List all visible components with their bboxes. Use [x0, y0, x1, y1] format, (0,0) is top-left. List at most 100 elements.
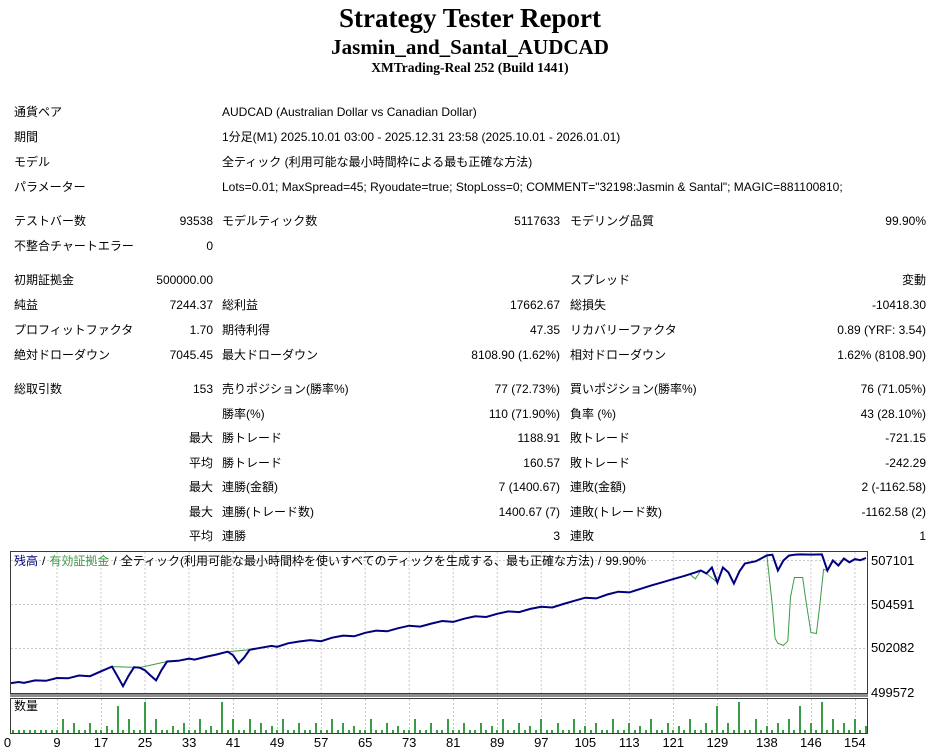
stat-label: 総損失	[570, 298, 607, 312]
x-axis-label: 9	[53, 735, 61, 750]
volume-bar	[204, 729, 207, 733]
stat-value: 2 (-1162.58)	[861, 480, 926, 494]
stat-value: 110 (71.90%)	[488, 406, 560, 421]
volume-bar	[501, 719, 504, 733]
volume-bar	[787, 719, 790, 733]
table-row: 不整合チャートエラー 0	[0, 234, 940, 259]
volume-bar	[375, 729, 378, 733]
stat-label	[14, 451, 134, 476]
stat-value: 17662.67	[509, 298, 560, 312]
stat-label	[14, 402, 134, 427]
volume-bar	[490, 726, 493, 733]
stat-label: 敗トレード	[570, 431, 631, 445]
row-gap	[0, 259, 940, 268]
stat-value: 7244.37	[169, 298, 213, 312]
stat-label: 総取引数	[14, 382, 63, 396]
volume-bar	[573, 719, 576, 733]
stat-label: 最大ドローダウン	[222, 348, 319, 362]
stat-label: 敗トレード	[570, 455, 631, 470]
stat-label: 売りポジション(勝率%)	[222, 382, 349, 396]
stat-value: 7045.45	[169, 348, 213, 362]
volume-bar	[754, 719, 757, 733]
volume-bar	[133, 729, 135, 733]
volume-bar	[347, 729, 350, 733]
gridline	[766, 699, 768, 733]
volume-bar	[226, 729, 229, 733]
stat-value: 500000.00	[156, 273, 213, 287]
y-axis-label: 502082	[871, 640, 915, 656]
volume-bar	[144, 702, 146, 733]
volume-bar	[89, 722, 91, 733]
gridline	[854, 699, 856, 733]
volume-bar	[314, 722, 317, 733]
volume-bar	[606, 729, 609, 733]
volume-bar	[512, 729, 515, 733]
volume-bar	[160, 729, 163, 733]
volume-bar	[78, 729, 80, 733]
stat-label: 連勝(金額)	[222, 480, 278, 494]
test-settings-rows: 通貨ペア AUDCAD (Australian Dollar vs Canadia…	[0, 100, 940, 200]
volume-bar	[116, 705, 119, 733]
volume-bar	[303, 729, 306, 733]
volume-bar	[265, 729, 268, 733]
x-axis-label: 17	[93, 735, 109, 750]
x-axis-label: 65	[357, 735, 373, 750]
volume-bar	[677, 726, 680, 733]
volume-bar	[309, 729, 312, 733]
stat-value: 0	[206, 239, 213, 253]
volume-bar	[83, 729, 86, 733]
volume-bar	[749, 729, 752, 733]
y-axis-label: 499572	[871, 684, 915, 700]
stat-label	[14, 500, 134, 525]
volume-bar	[622, 729, 625, 733]
volume-bar	[760, 729, 763, 733]
volume-bar	[864, 726, 867, 733]
volume-bar	[45, 729, 47, 733]
report-title: Strategy Tester Report	[339, 3, 601, 33]
stat-value: 1188.91	[517, 431, 561, 445]
x-axis-label: 129	[706, 735, 729, 750]
gridline	[365, 699, 367, 733]
gridline	[541, 699, 543, 733]
row-gap	[0, 200, 940, 209]
stat-value: 最大	[188, 480, 213, 494]
volume-bar	[281, 719, 284, 733]
volume-bar	[441, 729, 444, 733]
volume-bar	[397, 726, 400, 733]
stat-label: 連勝(トレード数)	[222, 504, 314, 519]
stat-label: 初期証拠金	[14, 273, 75, 287]
table-row: パラメーター Lots=0.01; MaxSpread=45; Ryoudate=…	[0, 175, 940, 200]
volume-bar	[105, 726, 108, 733]
volume-bar	[804, 729, 807, 733]
volume-bar	[243, 729, 246, 733]
stat-label: 絶対ドローダウン	[14, 348, 111, 362]
volume-bar	[188, 729, 191, 733]
volume-bar	[611, 719, 614, 733]
volume-bar	[837, 729, 840, 733]
stat-label: プロフィットファクタ	[14, 323, 134, 337]
stat-value: 99.90%	[885, 214, 926, 228]
volume-bar	[287, 729, 290, 733]
stat-label: 勝率(%)	[222, 406, 265, 421]
volume-bar	[815, 729, 818, 733]
stat-value: 3	[553, 529, 560, 543]
volume-bar	[353, 726, 356, 733]
volume-bar	[452, 729, 455, 733]
x-axis-label: 138	[756, 735, 778, 750]
gridline	[585, 699, 587, 733]
stat-value: 43 (28.10%)	[860, 406, 926, 421]
volume-bar	[859, 729, 862, 733]
volume-bar	[402, 729, 405, 733]
stat-label	[213, 268, 382, 293]
volume-bar	[809, 722, 812, 733]
volume-bar	[666, 722, 669, 733]
server-build: XMTrading-Real 252 (Build 1441)	[371, 60, 569, 75]
volume-chart: 数量	[10, 698, 868, 734]
volume-bar	[72, 722, 75, 733]
volume-bar	[523, 729, 526, 733]
volume-bar	[595, 722, 598, 733]
volume-bar	[457, 729, 460, 733]
legend-quality: 99.90%	[605, 554, 647, 568]
volume-bar	[56, 729, 58, 733]
panel-separator	[10, 694, 868, 697]
